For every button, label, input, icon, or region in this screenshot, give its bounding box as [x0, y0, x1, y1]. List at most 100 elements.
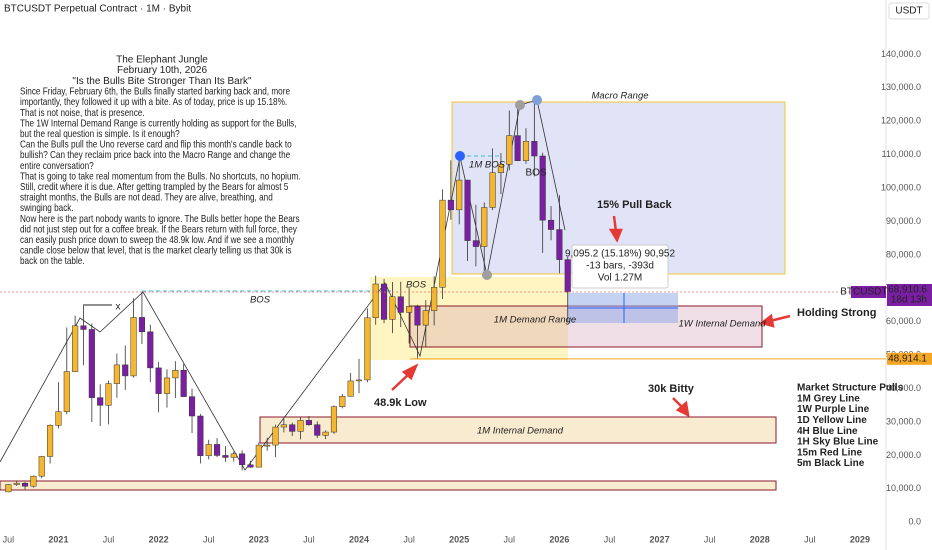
candle-body [222, 455, 229, 458]
candle-body [138, 317, 145, 333]
note-line: did not just step out for a coffee break… [20, 224, 297, 235]
candle-body [47, 425, 54, 457]
candle-body [55, 411, 62, 426]
pivot-dot [515, 100, 525, 110]
overlay: Macro Range BOS BOS BOS 1M BOS x 1M Dema… [116, 91, 877, 437]
note-line: Since Friday, February 6th, the Bulls fi… [20, 86, 290, 97]
x-tick-label: Jul [103, 534, 115, 544]
candle-body [539, 155, 546, 221]
note-line: Can the Bulls pull the Uno reverse card … [20, 139, 292, 150]
legend-line: Market Structure Pulls [797, 383, 904, 394]
annotation: 1W Internal Demand [678, 319, 766, 330]
internal-demand-zone [259, 416, 777, 444]
candle-body [172, 369, 179, 379]
candle-body [314, 424, 321, 436]
candle-body [21, 482, 29, 487]
candle-body [431, 287, 438, 311]
price-tag [887, 283, 932, 306]
arrow-head [401, 363, 419, 381]
candle-body [163, 377, 171, 394]
measure-text: 9,095.2 (15.18%) 90,952 [565, 249, 676, 260]
y-tick-label: 60,000.0 [886, 316, 921, 326]
y-tick-label: 120,000.0 [881, 116, 921, 126]
x-tick-label: Jul [704, 534, 716, 544]
candle-body [255, 444, 262, 468]
candle-body [355, 379, 363, 382]
candle-body [481, 207, 488, 247]
note-line: can easily push price down to sweep the … [20, 234, 295, 245]
y-tick-label: 0.0 [908, 517, 921, 527]
candle-body [489, 172, 496, 208]
candle-body [372, 283, 379, 319]
y-tick-label: 110,000.0 [882, 149, 921, 159]
y-tick-label: 90,000.0 [886, 216, 921, 226]
measure-box [571, 244, 669, 289]
candle-body [464, 179, 471, 241]
arrow [769, 314, 791, 323]
candle-body [297, 420, 304, 432]
currency: USDT [895, 6, 922, 17]
candle-body [439, 199, 446, 288]
candle-body [155, 367, 162, 394]
pivot-dot [482, 270, 492, 280]
candle-body [205, 444, 212, 457]
measure-text: Vol 1.27M [598, 273, 642, 284]
y-tick-label: 130,000.0 [881, 82, 921, 92]
annotation: Macro Range [591, 91, 648, 102]
symbol-tag-text: BTCUSDT.P [840, 287, 896, 298]
note-line: back on the table. [20, 255, 85, 266]
x-tick-label: Jul [403, 534, 415, 544]
candle-body [122, 364, 129, 377]
y-tick-label: 40,000.0 [886, 383, 921, 393]
candle-body [88, 329, 95, 398]
candle-body [497, 164, 504, 173]
legend-line: 5m Black Line [797, 458, 865, 469]
candle-body [197, 415, 204, 457]
candle-body [305, 420, 312, 425]
candle-body [272, 426, 279, 446]
x-tick-label: Jul [504, 534, 516, 544]
low-tag [887, 352, 932, 365]
y-tick-label: 140,000.0 [881, 49, 921, 59]
note-title: The Elephant Jungle [116, 55, 208, 66]
candle-body [531, 141, 538, 157]
candle-body [381, 283, 388, 320]
bottom-zone [0, 480, 777, 491]
x-tick-label: 2028 [750, 534, 770, 544]
candle-body [397, 296, 404, 313]
note-line: straight months, the Bulls are not dead.… [20, 192, 273, 203]
candle-body [80, 325, 87, 330]
note-title: February 10th, 2026 [117, 65, 207, 76]
candle-body [564, 259, 571, 293]
candle-body [264, 444, 271, 447]
legend-line: 1M Grey Line [797, 393, 860, 404]
arrow-head [675, 400, 690, 418]
candle-body [456, 179, 463, 211]
legend-line: 15m Red Line [797, 447, 862, 458]
countdown-text: 18d 13h [891, 295, 927, 306]
axes: 0.010,000.020,000.030,000.040,000.050,00… [0, 49, 932, 544]
annotation: 1M BOS [469, 160, 506, 171]
yellow-zone [370, 277, 568, 360]
annotation: 48.9k Low [374, 397, 427, 409]
candle-body [322, 431, 329, 436]
candle-body [330, 406, 338, 433]
candle-body [63, 371, 70, 412]
candle-body [414, 306, 421, 326]
candle-body [113, 364, 120, 384]
x-tick-label: 2024 [349, 534, 369, 544]
x-tick-label: Jul [804, 534, 816, 544]
measure-text: -13 bars, -393d [586, 261, 654, 272]
candle-body [239, 453, 246, 466]
candle-body [180, 369, 187, 397]
note-line: importantly, they followed it up with a … [20, 96, 287, 107]
legend-line: 1D Yellow Line [797, 415, 867, 426]
note-line: The 1W Internal Demand Range is currentl… [20, 118, 297, 129]
candle-body [556, 229, 563, 260]
legend-line: 1H Sky Blue Line [797, 437, 879, 448]
y-tick-label: 30,000.0 [886, 416, 921, 426]
candle-body [5, 484, 12, 493]
note-line: entire conversation? [20, 160, 94, 171]
y-tick-label: 10,000.0 [886, 483, 921, 493]
